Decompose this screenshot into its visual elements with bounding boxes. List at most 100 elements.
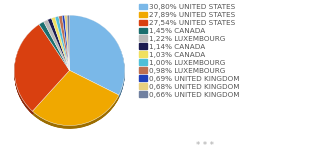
Wedge shape xyxy=(67,16,70,71)
Wedge shape xyxy=(59,16,70,71)
Wedge shape xyxy=(59,17,70,72)
Wedge shape xyxy=(14,26,70,113)
Wedge shape xyxy=(44,21,70,72)
Wedge shape xyxy=(32,73,119,128)
Wedge shape xyxy=(39,22,70,71)
Wedge shape xyxy=(52,19,70,72)
Wedge shape xyxy=(67,18,70,73)
Wedge shape xyxy=(48,20,70,73)
Wedge shape xyxy=(70,18,125,98)
Wedge shape xyxy=(44,20,70,70)
Wedge shape xyxy=(48,19,70,71)
Wedge shape xyxy=(52,19,70,72)
Wedge shape xyxy=(67,19,70,74)
Wedge shape xyxy=(70,17,125,97)
Wedge shape xyxy=(67,18,70,73)
Wedge shape xyxy=(65,18,70,73)
Wedge shape xyxy=(39,25,70,74)
Wedge shape xyxy=(70,16,125,96)
Wedge shape xyxy=(55,18,70,72)
Wedge shape xyxy=(39,25,70,73)
Wedge shape xyxy=(70,16,125,96)
Wedge shape xyxy=(55,17,70,71)
Wedge shape xyxy=(32,72,119,127)
Wedge shape xyxy=(14,25,70,112)
Wedge shape xyxy=(44,22,70,73)
Wedge shape xyxy=(67,15,70,70)
Wedge shape xyxy=(52,19,70,73)
Wedge shape xyxy=(48,19,70,71)
Wedge shape xyxy=(65,16,70,71)
Wedge shape xyxy=(48,21,70,73)
Wedge shape xyxy=(62,19,70,74)
Wedge shape xyxy=(55,17,70,71)
Wedge shape xyxy=(67,17,70,72)
Wedge shape xyxy=(32,73,119,128)
Wedge shape xyxy=(39,24,70,73)
Wedge shape xyxy=(44,22,70,73)
Wedge shape xyxy=(52,19,70,72)
Wedge shape xyxy=(62,18,70,73)
Wedge shape xyxy=(14,27,70,113)
Wedge shape xyxy=(44,23,70,73)
Wedge shape xyxy=(55,18,70,72)
Wedge shape xyxy=(62,17,70,72)
Wedge shape xyxy=(44,21,70,72)
Legend: 30,80% UNITED STATES, 27,89% UNITED STATES, 27,54% UNITED STATES, 1,45% CANADA, : 30,80% UNITED STATES, 27,89% UNITED STAT… xyxy=(139,4,240,98)
Wedge shape xyxy=(65,16,70,71)
Wedge shape xyxy=(59,18,70,72)
Wedge shape xyxy=(14,25,70,112)
Wedge shape xyxy=(32,73,119,129)
Wedge shape xyxy=(14,26,70,113)
Wedge shape xyxy=(32,70,119,126)
Wedge shape xyxy=(48,19,70,71)
Wedge shape xyxy=(52,20,70,74)
Wedge shape xyxy=(52,18,70,71)
Wedge shape xyxy=(14,25,70,111)
Wedge shape xyxy=(48,20,70,72)
Wedge shape xyxy=(52,18,70,71)
Wedge shape xyxy=(14,27,70,114)
Wedge shape xyxy=(55,20,70,74)
Wedge shape xyxy=(14,28,70,114)
Wedge shape xyxy=(59,17,70,72)
Wedge shape xyxy=(65,17,70,73)
Wedge shape xyxy=(44,21,70,71)
Wedge shape xyxy=(59,16,70,71)
Wedge shape xyxy=(59,16,70,70)
Wedge shape xyxy=(48,18,70,70)
Wedge shape xyxy=(67,16,70,71)
Wedge shape xyxy=(59,18,70,73)
Wedge shape xyxy=(65,15,70,70)
Wedge shape xyxy=(32,71,119,126)
Wedge shape xyxy=(44,22,70,73)
Wedge shape xyxy=(48,20,70,72)
Wedge shape xyxy=(39,22,70,71)
Wedge shape xyxy=(62,17,70,71)
Wedge shape xyxy=(65,17,70,72)
Wedge shape xyxy=(39,22,70,71)
Wedge shape xyxy=(70,16,125,96)
Wedge shape xyxy=(39,24,70,72)
Wedge shape xyxy=(32,71,119,127)
Wedge shape xyxy=(62,15,70,70)
Wedge shape xyxy=(39,22,70,70)
Wedge shape xyxy=(52,20,70,73)
Wedge shape xyxy=(52,17,70,70)
Wedge shape xyxy=(62,16,70,71)
Wedge shape xyxy=(59,19,70,73)
Wedge shape xyxy=(62,17,70,72)
Wedge shape xyxy=(70,17,125,97)
Wedge shape xyxy=(65,19,70,74)
Wedge shape xyxy=(70,18,125,98)
Wedge shape xyxy=(65,17,70,72)
Wedge shape xyxy=(39,23,70,72)
Wedge shape xyxy=(44,23,70,74)
Wedge shape xyxy=(67,17,70,73)
Wedge shape xyxy=(52,18,70,71)
Wedge shape xyxy=(14,27,70,114)
Wedge shape xyxy=(62,18,70,73)
Wedge shape xyxy=(67,17,70,72)
Wedge shape xyxy=(62,16,70,71)
Wedge shape xyxy=(14,24,70,111)
